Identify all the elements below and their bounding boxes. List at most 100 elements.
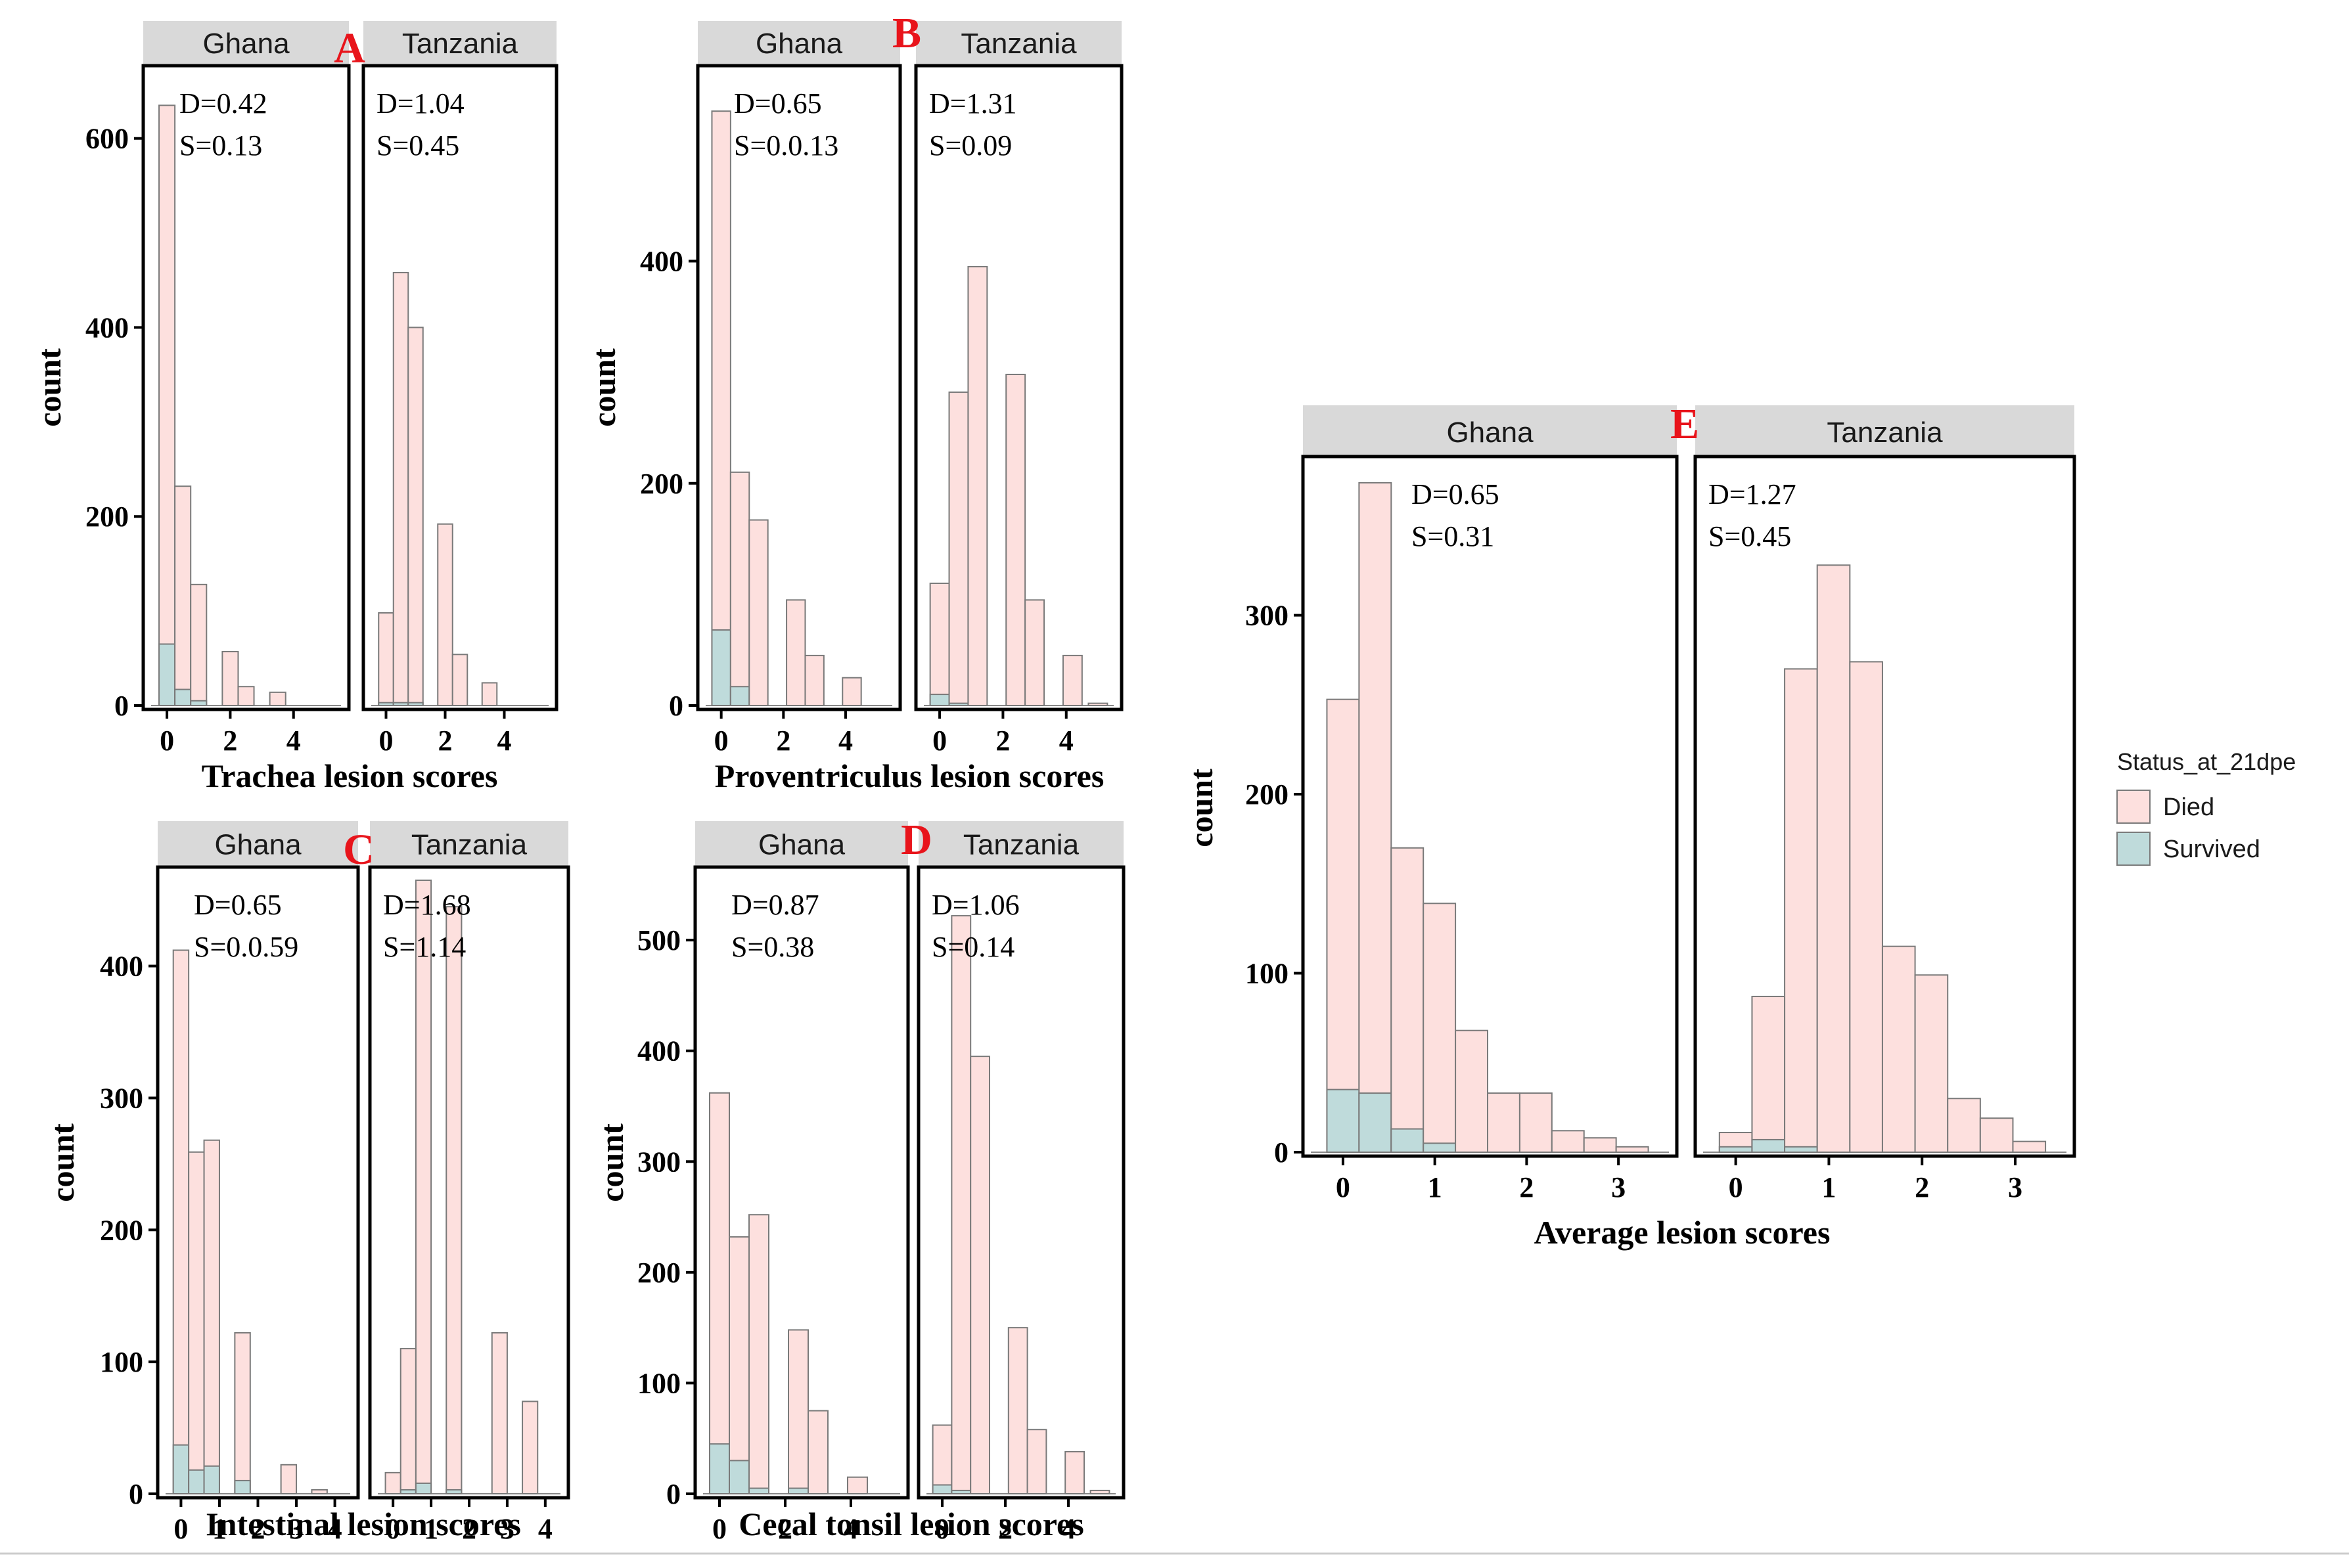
bar-died <box>1390 847 1425 1153</box>
bar-died <box>1615 1146 1649 1153</box>
x-tick-label: 2 <box>1915 1171 1929 1203</box>
facet-strip <box>695 821 908 867</box>
x-tick-label: 2 <box>223 725 237 757</box>
bar-survived <box>1358 1092 1392 1153</box>
facet-strip-label: Tanzania <box>961 28 1077 60</box>
bar-survived <box>399 1489 417 1494</box>
x-axis-label: Intestinal lesion scores <box>206 1506 521 1542</box>
facet-frame <box>917 865 1126 1500</box>
bar-survived <box>158 643 176 706</box>
facet-strip <box>698 21 900 66</box>
bar-died <box>2012 1140 2047 1154</box>
facet-annotation: D=0.65 <box>1411 478 1499 510</box>
bar-died <box>929 582 950 706</box>
x-tick-label: 1 <box>1821 1171 1836 1203</box>
bar-survived <box>929 694 950 707</box>
x-tick-label: 2 <box>251 1513 265 1545</box>
bar-survived <box>415 1482 432 1494</box>
facet-strip-label: Ghana <box>1446 416 1534 449</box>
y-tick-label: 400 <box>637 1035 681 1067</box>
y-tick-label: 300 <box>1245 600 1289 632</box>
facet-strip <box>916 21 1122 66</box>
bar-died <box>786 599 806 706</box>
x-tick-label: 0 <box>1336 1171 1350 1203</box>
bar-died <box>237 686 255 706</box>
bar-died <box>392 272 409 706</box>
panel-letter: D <box>901 816 932 864</box>
x-tick-label: 1 <box>212 1513 227 1545</box>
facet-strip-label: Ghana <box>202 28 290 60</box>
facet-annotation: S=0.45 <box>1708 520 1791 552</box>
bar-died <box>1583 1137 1617 1154</box>
legend: Status_at_21dpe Died Survived <box>2116 748 2296 866</box>
bar-died <box>729 1236 750 1495</box>
bar-died <box>951 915 972 1494</box>
legend-key-survived <box>2116 832 2151 866</box>
panel-a: Ghana D=0.42 S=0.13 0 2 4 0 200 400 600 Tanzania D=… <box>31 21 559 794</box>
y-tick-label: 0 <box>114 690 129 722</box>
bar-survived <box>1390 1128 1425 1154</box>
legend-label-died: Died <box>2163 794 2214 821</box>
facet-strip <box>919 821 1124 867</box>
facet-strip-label: Tanzania <box>411 828 528 861</box>
facet-annotation: D=1.68 <box>383 889 471 921</box>
x-tick-label: 4 <box>1061 1513 1076 1545</box>
bar-died <box>384 1471 401 1494</box>
facet-annotation: D=0.87 <box>731 889 819 921</box>
y-tick-label: 600 <box>85 123 129 155</box>
x-axis-label: Cecal tonsil lesion scores <box>739 1506 1083 1542</box>
bar-survived <box>948 702 969 707</box>
x-tick-label: 3 <box>1611 1171 1626 1203</box>
facet-strip <box>1695 405 2074 457</box>
facet-annotation: S=0.0.59 <box>194 931 298 963</box>
bar-died <box>481 682 498 706</box>
bar-died <box>188 1151 205 1495</box>
x-tick-label: 4 <box>286 725 301 757</box>
bar-died <box>948 392 969 706</box>
bar-died <box>1849 661 1883 1153</box>
bar-died <box>415 880 432 1495</box>
x-tick-label: 0 <box>173 1513 188 1545</box>
facet-annotation: S=0.31 <box>1411 520 1494 552</box>
bar-died <box>269 691 286 706</box>
y-tick-label: 100 <box>100 1346 143 1378</box>
bar-died <box>709 1092 730 1495</box>
bar-survived <box>932 1484 953 1495</box>
bar-survived <box>1326 1088 1360 1153</box>
bar-survived <box>729 686 750 707</box>
bar-died <box>729 471 750 706</box>
bar-survived <box>378 702 394 707</box>
bar-died <box>221 650 239 706</box>
panel-letter: B <box>892 9 921 57</box>
legend-title: Status_at_21dpe <box>2117 748 2296 775</box>
bar-died <box>842 677 862 706</box>
facet-d-ghana: Ghana D=0.87 S=0.38 0 2 4 0 100 200 300 400 500 <box>637 821 910 1545</box>
x-tick-label: 4 <box>844 1513 858 1545</box>
x-tick-label: 2 <box>776 725 790 757</box>
panel-d: Ghana D=0.87 S=0.38 0 2 4 0 100 200 300 400 500 Tanz… <box>593 816 1126 1545</box>
x-tick-label: 0 <box>160 725 174 757</box>
bar-died <box>1914 974 1949 1154</box>
bar-survived <box>729 1460 750 1494</box>
bar-died <box>1087 702 1108 707</box>
bar-survived <box>1784 1146 1818 1153</box>
facet-strip-label: Ghana <box>758 828 846 861</box>
facet-annotation: D=1.06 <box>932 889 1020 921</box>
bar-died <box>280 1464 298 1494</box>
facet-e-ghana: Ghana D=0.65 S=0.31 0 1 2 3 0 100 200 300 <box>1245 405 1679 1203</box>
bar-died <box>1455 1029 1489 1153</box>
facet-annotation: D=1.04 <box>376 87 465 120</box>
bar-died <box>172 949 190 1495</box>
bar-died <box>1551 1130 1585 1154</box>
panel-e: Ghana D=0.65 S=0.31 0 1 2 3 0 100 200 300 Tanzania D… <box>1183 400 2076 1251</box>
bar-survived <box>788 1487 809 1495</box>
y-tick-label: 400 <box>85 311 129 344</box>
y-tick-label: 100 <box>637 1367 681 1399</box>
bar-died <box>1881 945 1916 1154</box>
facet-annotation: S=0.14 <box>932 931 1015 963</box>
facet-annotation: S=0.38 <box>731 931 814 963</box>
bar-died <box>1487 1092 1520 1153</box>
bar-died <box>970 1056 990 1494</box>
